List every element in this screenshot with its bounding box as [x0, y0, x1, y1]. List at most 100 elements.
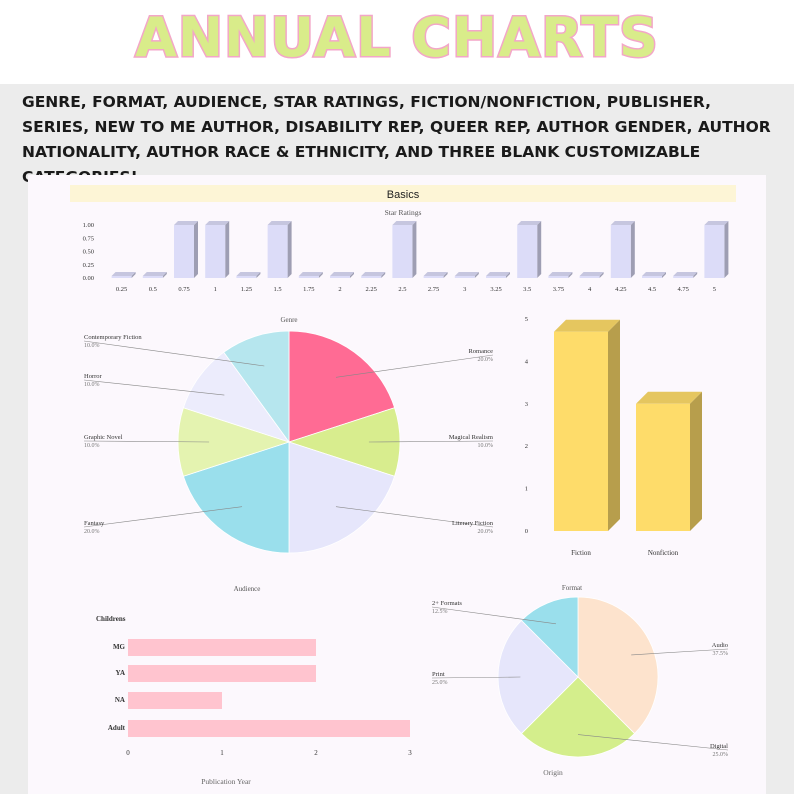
bar-rating-2.75: [423, 272, 448, 278]
bar-front: [579, 276, 600, 278]
x-tick-label: 4.5: [648, 286, 656, 293]
bar-top: [142, 272, 167, 276]
bar-rating-1.5: [267, 221, 292, 278]
bar-side: [537, 221, 542, 278]
genre-pie-chart: Genre Romance 20.0% Magical Realism 10.0% Lit…: [83, 316, 494, 554]
pie-slice-digital: [520, 676, 636, 758]
bar-front: [330, 276, 350, 278]
bar-top: [636, 391, 702, 404]
bar-front: [174, 225, 194, 278]
bar-rating-2.25: [361, 272, 386, 278]
x-tick-label: 3.25: [490, 286, 501, 293]
bar-rating-1.25: [236, 272, 261, 278]
bar-front: [554, 331, 608, 531]
slice-label: Print: [432, 671, 445, 678]
slice-percent: 20.0%: [478, 529, 494, 535]
bar-rating-0.5: [142, 272, 167, 278]
leader-line: [83, 506, 243, 528]
slice-percent: 25.0%: [432, 680, 448, 686]
slice-label: Horror: [84, 373, 103, 380]
bar-nonfiction: [636, 391, 702, 531]
bar-front: [517, 225, 538, 278]
bar-audience-adult: [128, 720, 410, 737]
slice-label: Literary Fiction: [452, 520, 494, 527]
bar-top: [673, 272, 698, 276]
bar-side: [693, 272, 698, 278]
bar-front: [423, 276, 444, 278]
slice-percent: 10.0%: [84, 382, 100, 388]
y-tick-label: 2: [525, 443, 528, 450]
description-text: GENRE, FORMAT, AUDIENCE, STAR RATINGS, F…: [22, 93, 771, 186]
bar-front: [486, 276, 506, 278]
bar-rating-3.75: [548, 272, 573, 278]
x-tick-label: 1.25: [241, 286, 252, 293]
y-tick-label: 0.25: [83, 262, 94, 269]
chart-title: Star Ratings: [385, 208, 422, 217]
y-tick-label: 4: [525, 358, 529, 365]
bar-side: [162, 272, 167, 278]
bar-top: [111, 272, 136, 276]
bar-top: [423, 272, 448, 276]
bar-rating-3.5: [517, 221, 542, 278]
x-tick-label: 1: [220, 749, 224, 757]
bar-top: [330, 272, 354, 276]
bar-rating-1: [205, 221, 230, 278]
bar-side: [350, 272, 354, 278]
y-tick-label: 3: [525, 401, 528, 408]
bar-front: [142, 276, 163, 278]
bar-front: [610, 225, 631, 278]
y-tick-label: 1.00: [83, 222, 94, 229]
bar-side: [662, 272, 666, 278]
bar-side: [506, 272, 510, 278]
bar-top: [610, 221, 635, 225]
x-tick-label: 2.75: [428, 286, 439, 293]
bar-front: [704, 225, 725, 278]
leader-line: [431, 676, 521, 679]
bar-rating-4.5: [642, 272, 666, 278]
bar-front: [361, 276, 382, 278]
slice-label: 2+ Formats: [432, 600, 462, 607]
bar-side: [608, 319, 620, 531]
bar-front: [267, 225, 288, 278]
bar-rating-4: [579, 272, 604, 278]
chart-title: Genre: [280, 316, 297, 324]
slice-label: Romance: [468, 348, 493, 355]
slice-label: Magical Realism: [449, 434, 493, 441]
bar-rating-2: [330, 272, 354, 278]
bar-front: [298, 276, 319, 278]
bar-top: [174, 221, 198, 225]
bar-top: [361, 272, 386, 276]
leader-line: [83, 440, 210, 443]
bar-top: [517, 221, 542, 225]
y-tick-label: 0: [525, 528, 528, 535]
x-tick-label: 0.75: [178, 286, 189, 293]
bar-audience-ya: [128, 665, 316, 682]
bar-rating-3.25: [486, 272, 510, 278]
leader-line: [335, 506, 494, 528]
slice-percent: 10.0%: [84, 343, 100, 349]
y-category-label: MG: [113, 643, 126, 651]
leader-line: [335, 354, 494, 378]
bar-top: [298, 272, 323, 276]
chart-title: Format: [562, 584, 582, 592]
bar-side: [318, 272, 323, 278]
bar-top: [392, 221, 417, 225]
bar-side: [474, 272, 479, 278]
slice-label: Graphic Novel: [84, 434, 123, 441]
x-tick-label: 2: [338, 286, 341, 293]
bar-top: [236, 272, 261, 276]
audience-chart: Audience Childrens MG YA NA Adult 0 1 2 3: [96, 585, 412, 757]
fiction-nonfiction-chart: 5 4 3 2 1 0 Fiction Nonfiction: [525, 316, 702, 557]
bar-rating-5: [704, 221, 729, 278]
x-tick-label: Nonfiction: [648, 549, 679, 557]
pie-slice-2-formats: [520, 596, 579, 678]
leader-line: [431, 606, 556, 625]
x-tick-label: 3: [408, 749, 412, 757]
slice-label: Audio: [712, 642, 728, 649]
bar-side: [287, 221, 292, 278]
slice-percent: 10.0%: [478, 443, 494, 449]
x-tick-label: 5: [713, 286, 716, 293]
section-title: Basics: [387, 189, 420, 201]
bar-side: [256, 272, 261, 278]
bar-side: [225, 221, 230, 278]
